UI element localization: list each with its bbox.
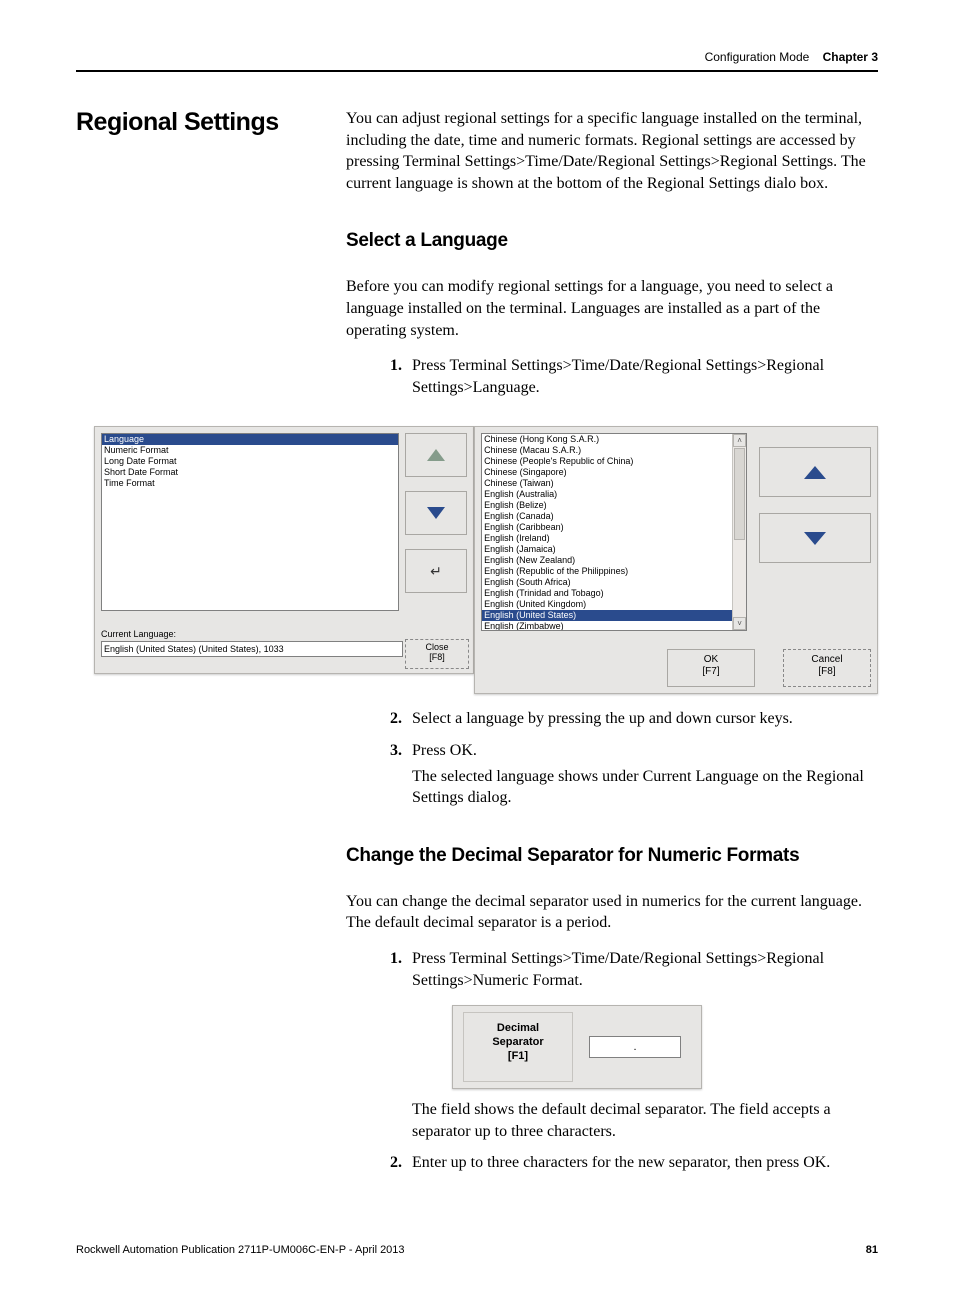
up-arrow-icon: [804, 466, 826, 479]
list-item[interactable]: English (Republic of the Philippines): [482, 566, 746, 577]
heading-decimal-separator: Change the Decimal Separator for Numeric…: [346, 845, 878, 867]
list-item[interactable]: Short Date Format: [102, 467, 398, 478]
big-up-button[interactable]: [759, 447, 871, 497]
scroll-thumb[interactable]: [734, 448, 745, 540]
heading-select-language: Select a Language: [346, 230, 878, 252]
language-listbox[interactable]: Chinese (Hong Kong S.A.R.) Chinese (Maca…: [481, 433, 747, 631]
regional-settings-dialog: Language Numeric Format Long Date Format…: [94, 426, 474, 674]
list-item[interactable]: Language: [102, 434, 398, 445]
page-number: 81: [866, 1244, 878, 1256]
decimal-separator-field[interactable]: .: [589, 1036, 681, 1058]
ui-screenshots: Language Numeric Format Long Date Format…: [76, 426, 878, 694]
enter-arrow-icon: ↵: [430, 563, 442, 580]
language-dialog: Chinese (Hong Kong S.A.R.) Chinese (Maca…: [474, 426, 878, 694]
up-button[interactable]: [405, 433, 467, 477]
list-item[interactable]: English (South Africa): [482, 577, 746, 588]
scroll-up-icon[interactable]: ˄: [733, 434, 746, 447]
list-item[interactable]: English (Caribbean): [482, 522, 746, 533]
up-arrow-icon: [427, 449, 445, 461]
decimal-separator-dialog: Decimal Separator [F1] .: [452, 1005, 702, 1089]
list-item[interactable]: English (Zimbabwe): [482, 621, 746, 631]
list-item[interactable]: Chinese (Macau S.A.R.): [482, 445, 746, 456]
ok-button[interactable]: OK [F7]: [667, 649, 755, 687]
big-down-button[interactable]: [759, 513, 871, 563]
paragraph-decimal-separator: You can change the decimal separator use…: [346, 891, 878, 934]
list-item[interactable]: Numeric Format: [102, 445, 398, 456]
header-chapter: Chapter 3: [823, 50, 878, 64]
list-item[interactable]: English (Australia): [482, 489, 746, 500]
down-arrow-icon: [804, 532, 826, 545]
cancel-button[interactable]: Cancel [F8]: [783, 649, 871, 687]
header-section: Configuration Mode: [705, 50, 810, 64]
list-item[interactable]: English (Trinidad and Tobago): [482, 588, 746, 599]
scrollbar[interactable]: ˄ ˅: [732, 434, 746, 630]
scroll-down-icon[interactable]: ˅: [733, 617, 746, 630]
page-footer: Rockwell Automation Publication 2711P-UM…: [76, 1244, 878, 1256]
settings-listbox[interactable]: Language Numeric Format Long Date Format…: [101, 433, 399, 611]
heading-regional-settings: Regional Settings: [76, 108, 346, 137]
list-item[interactable]: Chinese (Taiwan): [482, 478, 746, 489]
current-language-label: Current Language:: [101, 629, 176, 639]
paragraph-intro: You can adjust regional settings for a s…: [346, 108, 878, 194]
step-1-decimal: Press Terminal Settings>Time/Date/Region…: [406, 948, 878, 1142]
step-3: Press OK. The selected language shows un…: [406, 740, 878, 809]
current-language-field: English (United States) (United States),…: [101, 641, 403, 657]
list-item[interactable]: English (United Kingdom): [482, 599, 746, 610]
page-header: Configuration Mode Chapter 3: [76, 50, 878, 72]
close-button[interactable]: Close [F8]: [405, 639, 469, 669]
enter-button[interactable]: ↵: [405, 549, 467, 593]
step-2-decimal: Enter up to three characters for the new…: [406, 1152, 878, 1174]
step-2: Select a language by pressing the up and…: [406, 708, 878, 730]
list-item[interactable]: Chinese (Hong Kong S.A.R.): [482, 434, 746, 445]
list-item[interactable]: English (New Zealand): [482, 555, 746, 566]
list-item[interactable]: English (Belize): [482, 500, 746, 511]
list-item[interactable]: Chinese (People's Republic of China): [482, 456, 746, 467]
list-item[interactable]: English (Ireland): [482, 533, 746, 544]
list-item[interactable]: English (Canada): [482, 511, 746, 522]
list-item[interactable]: Chinese (Singapore): [482, 467, 746, 478]
down-arrow-icon: [427, 507, 445, 519]
decimal-separator-button[interactable]: Decimal Separator [F1]: [463, 1012, 573, 1082]
list-item[interactable]: Long Date Format: [102, 456, 398, 467]
list-item[interactable]: English (United States): [482, 610, 746, 621]
down-button[interactable]: [405, 491, 467, 535]
step-1: Press Terminal Settings>Time/Date/Region…: [406, 355, 878, 398]
list-item[interactable]: English (Jamaica): [482, 544, 746, 555]
paragraph-select-language: Before you can modify regional settings …: [346, 276, 878, 341]
publication-label: Rockwell Automation Publication 2711P-UM…: [76, 1244, 405, 1256]
list-item[interactable]: Time Format: [102, 478, 398, 489]
